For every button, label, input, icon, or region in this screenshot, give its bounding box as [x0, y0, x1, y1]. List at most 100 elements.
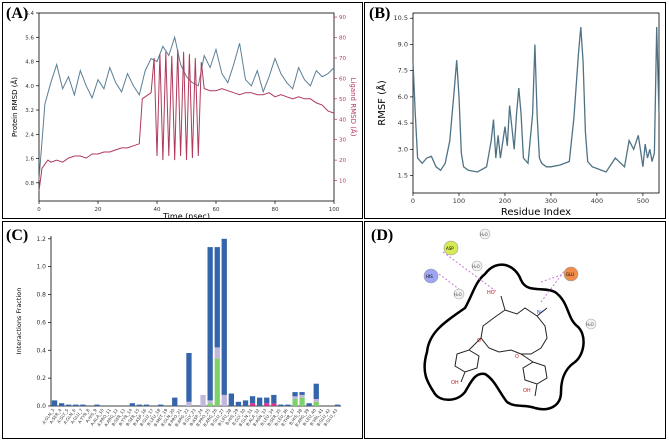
y-tick-label-b: 9.0: [398, 40, 408, 48]
y-tick-label-c: 0.0: [36, 403, 46, 410]
y-tick-label-b: 7.5: [398, 67, 408, 75]
bar-a-gln_6-water-bridges: [73, 404, 79, 406]
water-1-label: H₂O: [480, 232, 488, 237]
y-tick-label-b: 4.5: [398, 119, 408, 127]
x-tick-label-a: 40: [154, 207, 161, 213]
y-tick-label-a: 3.2: [25, 108, 34, 114]
macrocycle-ring: [480, 307, 548, 355]
panel-d-label: (D): [371, 227, 394, 244]
x-tick-label-b: 0: [411, 197, 415, 205]
bar-b-asp_16-water-bridges: [143, 404, 150, 406]
atom-n-plus: N⁺: [537, 310, 544, 316]
residue-asp-label: ASP: [446, 246, 454, 251]
water-4-label: H₂O: [472, 264, 480, 269]
bar-b-tyr_14-water-bridges: [129, 403, 135, 406]
bar-b-ala_32-water-bridges: [257, 397, 263, 406]
x-tick-label-a: 100: [329, 207, 340, 213]
bar-b-gln_31-water-bridges: [249, 396, 256, 404]
x-tick-label-a: 60: [213, 207, 220, 213]
y-tick-label-b: 10.5: [394, 14, 408, 22]
bar-b-arg_26-hydrophobic: [214, 347, 220, 359]
y-tick-label-c: 1.2: [36, 236, 46, 243]
residue-glu-label: GLU: [566, 272, 574, 277]
residue-his: [423, 268, 439, 284]
y-tick-label-a: 4.0: [25, 84, 34, 90]
y2-tick-label-a: 60: [339, 76, 346, 82]
x-tick-label-b: 100: [453, 197, 465, 205]
x-tick-label-a: 0: [37, 207, 41, 213]
residue-asp: [443, 240, 459, 256]
bar-b-gln_31-ionic: [249, 403, 256, 406]
bar-b-arg_22-hydrophobic: [186, 401, 192, 406]
bar-b-gln_20-water-bridges: [172, 397, 178, 406]
bar-b-glu_27-water-bridges: [221, 238, 227, 395]
bar-b-arg_26-water-bridges: [214, 247, 220, 348]
bar-b-pro_25-water-bridges: [207, 247, 213, 401]
y2-tick-label-a: 80: [339, 36, 346, 42]
y2-axis-label-a: Ligand RMSD (Å): [349, 78, 358, 137]
bar-b-leu_40-water-bridges: [313, 383, 319, 399]
x-tick-label-b: 500: [637, 197, 649, 205]
bar-b-arg_39-water-bridges: [306, 403, 312, 406]
bar-b-gly_30-water-bridges: [242, 400, 249, 406]
residue-his-label: HIS: [426, 274, 433, 279]
x-axis-label-b: Residue Index: [501, 207, 571, 218]
sugar-ring-left: [454, 349, 480, 373]
bar-b-glu_27-hydrophobic: [221, 394, 227, 406]
y-axis-label-a: Protein RMSD (Å): [10, 77, 19, 137]
bar-a-gln_3-water-bridges: [51, 400, 58, 406]
y-tick-label-a: 2.4: [25, 132, 34, 138]
y-axis-label-c: Interactions Fraction: [15, 288, 23, 355]
chart-c: 0.00.20.40.60.81.01.2A:GLN_3A:SER_4A:GLY…: [15, 236, 341, 428]
y2-tick-label-a: 70: [339, 56, 346, 62]
x-tick-label-a: 80: [272, 207, 279, 213]
bar-b-leu_40-hydrophobic: [313, 399, 319, 402]
y-tick-label-a: 5.6: [25, 35, 34, 41]
bar-b-glu_43-water-bridges: [334, 404, 341, 406]
bar-b-arg_26-h-bonds: [214, 358, 220, 406]
water-3: [585, 318, 597, 330]
atom-oh-1: HO: [487, 290, 495, 296]
y2-tick-label-a: 30: [339, 138, 346, 144]
series-line-ligand-rmsd: [38, 49, 335, 191]
y-tick-label-a: 6.4: [25, 11, 34, 17]
panel-a: (A) 0 20 40 60 80 100 0.8 1.6 2.4 3.2 4.0 4.8 5.6 6.4…: [2, 2, 363, 219]
y-tick-label-b: 1.5: [398, 172, 408, 180]
y2-tick-label-a: 90: [339, 15, 346, 21]
y2-tick-label-a: 20: [339, 158, 346, 164]
sugar-ring-right: [522, 361, 548, 385]
bar-b-asn_33-water-bridges: [264, 397, 270, 404]
residue-glu: [563, 266, 579, 282]
atom-oh-2: OH: [451, 380, 459, 386]
bar-b-leu_36-water-bridges: [285, 404, 291, 406]
bar-b-leu_34-ionic: [271, 403, 277, 406]
water-2: [453, 288, 465, 300]
y2-tick-label-a: 40: [339, 117, 346, 123]
water-2-label: H₂O: [454, 292, 462, 297]
x-tick-label-b: 400: [591, 197, 603, 205]
x-tick-label-b: 300: [545, 197, 557, 205]
bar-b-asn_33-ionic: [264, 403, 270, 406]
chart-b: 0 100 200 300 400 500 1.5 3.0 4.5 6.0 7.5 9.0 10.5 Re…: [375, 12, 660, 218]
y-tick-label-c: 0.2: [36, 375, 46, 382]
x-tick-label-b: 200: [499, 197, 511, 205]
bar-b-asp_24-hydrophobic: [200, 394, 206, 406]
x-axis-label-a: Time (nsec): [162, 212, 210, 218]
y-tick-label-b: 6.0: [398, 93, 408, 101]
water-4: [471, 260, 483, 272]
bar-b-pro_25-h-bonds: [207, 403, 213, 406]
y-tick-label-c: 0.6: [36, 319, 46, 326]
panel-b-label: (B): [369, 5, 391, 22]
y-tick-label-c: 1.0: [36, 264, 46, 271]
series-line-protein-rmsd: [38, 35, 335, 180]
panel-c: (C) 0.0 0.2 0.4 0.6 0.8 1.0 1.2 A:GLN_3 A:SER_4 A…: [2, 221, 363, 439]
plot-frame-b: [412, 12, 660, 194]
bar-b-his_38-water-bridges: [299, 392, 305, 395]
x-tick-label-a: 20: [95, 207, 102, 213]
water-1: [479, 228, 491, 240]
y-tick-label-b: 3.0: [398, 145, 408, 153]
chart-a: 0 20 40 60 80 100 0.8 1.6 2.4 3.2 4.0 4.8 5.6 6.4 10 20…: [10, 11, 358, 218]
bar-a-ser_4-water-bridges: [59, 403, 65, 406]
pocket-outline: [423, 263, 585, 411]
bar-b-pro_25-hydrophobic: [207, 400, 213, 404]
